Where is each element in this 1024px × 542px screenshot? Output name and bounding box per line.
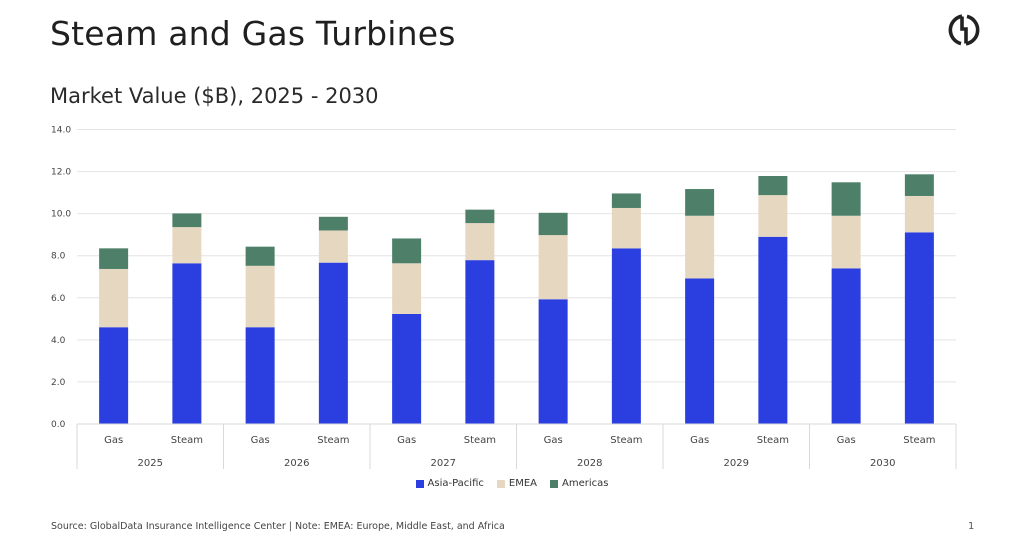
y-tick-label: 2.0 bbox=[51, 378, 66, 388]
x-group-label: 2025 bbox=[138, 458, 163, 469]
bar-segment-asia-pacific bbox=[538, 299, 568, 424]
bar-segment-americas bbox=[245, 246, 275, 266]
legend-swatch bbox=[496, 479, 505, 488]
y-tick-label: 4.0 bbox=[51, 336, 66, 346]
legend-swatch bbox=[415, 479, 424, 488]
bar-segment-americas bbox=[831, 182, 861, 216]
bar-segment-americas bbox=[758, 175, 788, 196]
legend-swatch bbox=[550, 479, 558, 488]
bar-segment-americas bbox=[904, 174, 934, 196]
bar-segment-americas bbox=[611, 193, 641, 208]
y-tick-label: 10.0 bbox=[51, 210, 71, 220]
y-tick-label: 8.0 bbox=[51, 252, 66, 262]
bar-segment-emea bbox=[172, 227, 202, 264]
bar-segment-americas bbox=[685, 189, 715, 216]
x-category-label: Gas bbox=[397, 435, 416, 446]
bar-segment-americas bbox=[538, 212, 568, 236]
bar-segment-asia-pacific bbox=[685, 278, 715, 424]
x-category-label: Steam bbox=[317, 435, 349, 446]
bar-segment-asia-pacific bbox=[611, 248, 641, 424]
bar-segment-americas bbox=[172, 213, 202, 228]
bar-segment-asia-pacific bbox=[245, 327, 275, 424]
x-category-label: Gas bbox=[544, 435, 563, 446]
bar-segment-asia-pacific bbox=[172, 263, 202, 424]
bar-segment-emea bbox=[392, 263, 422, 314]
bar-segment-emea bbox=[831, 215, 861, 269]
bar-segment-asia-pacific bbox=[99, 327, 129, 424]
x-category-label: Gas bbox=[104, 435, 123, 446]
source-note: Source: GlobalData Insurance Intelligenc… bbox=[51, 521, 505, 532]
bar-segment-emea bbox=[685, 215, 715, 279]
legend-item: Americas bbox=[550, 478, 608, 489]
x-group-label: 2028 bbox=[577, 458, 602, 469]
bar-segment-americas bbox=[465, 209, 495, 224]
legend-item: Asia-Pacific bbox=[415, 478, 484, 489]
x-category-label: Steam bbox=[464, 435, 496, 446]
bar-segment-emea bbox=[245, 265, 275, 328]
bar-segment-americas bbox=[318, 216, 348, 231]
bar-segment-emea bbox=[538, 235, 568, 300]
chart-legend: Asia-Pacific EMEA Americas bbox=[0, 478, 1024, 489]
bar-segment-emea bbox=[611, 207, 641, 249]
page-number: 1 bbox=[968, 521, 975, 532]
bar-segment-asia-pacific bbox=[831, 268, 861, 424]
y-tick-label: 12.0 bbox=[51, 168, 71, 178]
bar-segment-emea bbox=[465, 223, 495, 261]
bar-segment-emea bbox=[758, 195, 788, 237]
x-group-label: 2026 bbox=[284, 458, 309, 469]
bar-segment-asia-pacific bbox=[392, 313, 422, 424]
legend-label: Americas bbox=[562, 478, 609, 489]
x-group-label: 2029 bbox=[724, 458, 749, 469]
y-tick-label: 0.0 bbox=[51, 420, 66, 430]
y-tick-label: 6.0 bbox=[51, 294, 66, 304]
x-category-label: Steam bbox=[171, 435, 203, 446]
x-category-label: Steam bbox=[610, 435, 642, 446]
bar-segment-asia-pacific bbox=[758, 236, 788, 424]
bar-segment-americas bbox=[99, 248, 129, 269]
x-category-label: Steam bbox=[757, 435, 789, 446]
bar-segment-asia-pacific bbox=[904, 232, 934, 424]
x-group-label: 2027 bbox=[431, 458, 456, 469]
y-tick-label: 14.0 bbox=[51, 126, 71, 136]
x-group-label: 2030 bbox=[870, 458, 895, 469]
bar-segment-emea bbox=[99, 268, 129, 328]
bar-segment-emea bbox=[904, 195, 934, 233]
legend-label: EMEA bbox=[508, 478, 537, 489]
x-category-label: Gas bbox=[690, 435, 709, 446]
bar-segment-asia-pacific bbox=[318, 262, 348, 424]
bar-segment-emea bbox=[318, 230, 348, 263]
bar-segment-americas bbox=[392, 238, 422, 264]
x-category-label: Gas bbox=[251, 435, 270, 446]
globaldata-logo-icon bbox=[948, 14, 980, 46]
x-category-label: Gas bbox=[837, 435, 856, 446]
chart-subtitle: Market Value ($B), 2025 - 2030 bbox=[50, 84, 379, 108]
page-title: Steam and Gas Turbines bbox=[50, 14, 456, 53]
legend-label: Asia-Pacific bbox=[427, 478, 484, 489]
bar-segment-asia-pacific bbox=[465, 260, 495, 424]
x-category-label: Steam bbox=[903, 435, 935, 446]
legend-item: EMEA bbox=[496, 478, 537, 489]
